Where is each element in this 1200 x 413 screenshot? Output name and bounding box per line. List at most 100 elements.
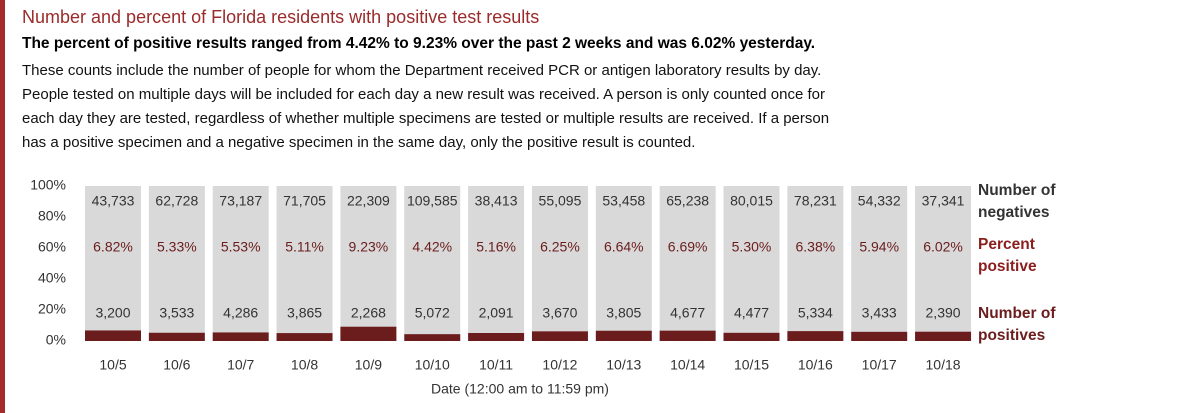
legend-entry: Number of positives xyxy=(978,305,1056,344)
negatives-label: 78,231 xyxy=(794,193,837,209)
x-tick-label: 10/7 xyxy=(227,357,254,373)
percent-label: 5.94% xyxy=(859,239,899,255)
left-rule xyxy=(0,0,5,413)
x-tick-label: 10/17 xyxy=(862,357,897,373)
negatives-bar xyxy=(723,186,780,333)
x-axis-title: Date (12:00 am to 11:59 pm) xyxy=(431,381,609,397)
legend-entry: Percent positive xyxy=(978,236,1037,275)
positives-bar xyxy=(851,331,908,341)
positives-bar xyxy=(85,330,141,341)
negatives-bar xyxy=(531,186,588,332)
y-tick-label: 40% xyxy=(38,270,66,286)
negatives-bar xyxy=(851,186,908,332)
chart-title: Number and percent of Florida residents … xyxy=(22,7,540,27)
positives-label: 3,805 xyxy=(606,305,641,321)
positives-label: 2,091 xyxy=(479,305,514,321)
x-tick-label: 10/13 xyxy=(606,357,641,373)
positives-label: 2,268 xyxy=(351,305,386,321)
percent-label: 5.11% xyxy=(285,239,324,255)
negatives-bar xyxy=(595,186,652,331)
positives-bar xyxy=(468,333,525,341)
y-tick-label: 20% xyxy=(38,301,66,317)
percent-label: 6.38% xyxy=(795,239,835,255)
chart-subtitle: The percent of positive results ranged f… xyxy=(22,35,816,52)
negatives-bar xyxy=(340,186,397,327)
negatives-label: 37,341 xyxy=(922,193,965,209)
negatives-label: 62,728 xyxy=(155,193,198,209)
negatives-label: 71,705 xyxy=(283,193,326,209)
positives-label: 4,477 xyxy=(734,305,769,321)
x-tick-label: 10/10 xyxy=(415,357,450,373)
negatives-label: 65,238 xyxy=(666,193,709,209)
positives-label: 3,533 xyxy=(159,305,194,321)
negatives-label: 80,015 xyxy=(730,193,773,209)
percent-label: 5.33% xyxy=(157,239,197,255)
description-line: has a positive specimen and a negative s… xyxy=(22,134,696,151)
y-tick-label: 80% xyxy=(38,208,66,224)
percent-label: 6.25% xyxy=(540,239,580,255)
x-tick-label: 10/14 xyxy=(670,357,705,373)
positives-label: 3,200 xyxy=(95,305,130,321)
percent-label: 6.64% xyxy=(604,239,644,255)
x-tick-label: 10/12 xyxy=(542,357,577,373)
negatives-label: 55,095 xyxy=(539,193,582,209)
negatives-bar xyxy=(148,186,205,333)
positives-bar xyxy=(276,333,333,341)
description-line: These counts include the number of peopl… xyxy=(22,62,822,79)
y-tick-label: 0% xyxy=(46,332,66,348)
positives-label: 3,433 xyxy=(862,305,897,321)
positives-bar xyxy=(531,331,588,341)
positives-bar xyxy=(212,332,269,341)
positives-bar xyxy=(915,331,972,341)
positives-label: 4,286 xyxy=(223,305,258,321)
legend-entry: Number of negatives xyxy=(978,182,1056,221)
positives-bar xyxy=(723,332,780,341)
percent-label: 6.02% xyxy=(923,239,963,255)
description-line: People tested on multiple days will be i… xyxy=(22,86,825,103)
positives-label: 5,072 xyxy=(415,305,450,321)
negatives-bar xyxy=(659,186,716,331)
positives-label: 3,865 xyxy=(287,305,322,321)
percent-label: 9.23% xyxy=(349,239,389,255)
y-tick-label: 100% xyxy=(30,177,66,193)
x-tick-label: 10/9 xyxy=(355,357,382,373)
negatives-bar xyxy=(276,186,333,334)
negatives-bar xyxy=(212,186,269,333)
positives-bar xyxy=(787,331,844,341)
y-tick-label: 60% xyxy=(38,239,66,255)
negatives-label: 38,413 xyxy=(475,193,518,209)
negatives-label: 43,733 xyxy=(92,193,135,209)
negatives-label: 53,458 xyxy=(602,193,645,209)
positives-label: 4,677 xyxy=(670,305,705,321)
negatives-bar xyxy=(915,186,972,332)
x-tick-label: 10/5 xyxy=(99,357,126,373)
negatives-bar xyxy=(404,186,461,335)
x-tick-label: 10/6 xyxy=(163,357,190,373)
description-line: each day they are tested, regardless of … xyxy=(22,110,830,127)
positives-bar xyxy=(340,326,397,341)
percent-label: 6.69% xyxy=(668,239,708,255)
percent-label: 5.53% xyxy=(221,239,261,255)
x-tick-label: 10/15 xyxy=(734,357,769,373)
negatives-bar xyxy=(787,186,844,332)
x-tick-label: 10/16 xyxy=(798,357,833,373)
positives-label: 3,670 xyxy=(542,305,577,321)
x-tick-label: 10/11 xyxy=(479,357,513,373)
positives-label: 2,390 xyxy=(926,305,961,321)
positives-bar xyxy=(659,330,716,341)
negatives-label: 73,187 xyxy=(219,193,262,209)
positives-bar xyxy=(404,334,461,341)
percent-label: 5.30% xyxy=(732,239,772,255)
positives-label: 5,334 xyxy=(798,305,833,321)
x-tick-label: 10/18 xyxy=(926,357,961,373)
negatives-bar xyxy=(85,186,141,331)
negatives-label: 109,585 xyxy=(407,193,458,209)
positives-bar xyxy=(595,330,652,341)
positives-bar xyxy=(148,332,205,341)
x-tick-label: 10/8 xyxy=(291,357,318,373)
negatives-bar xyxy=(468,186,525,334)
percent-label: 5.16% xyxy=(476,239,516,255)
negatives-label: 22,309 xyxy=(347,193,390,209)
